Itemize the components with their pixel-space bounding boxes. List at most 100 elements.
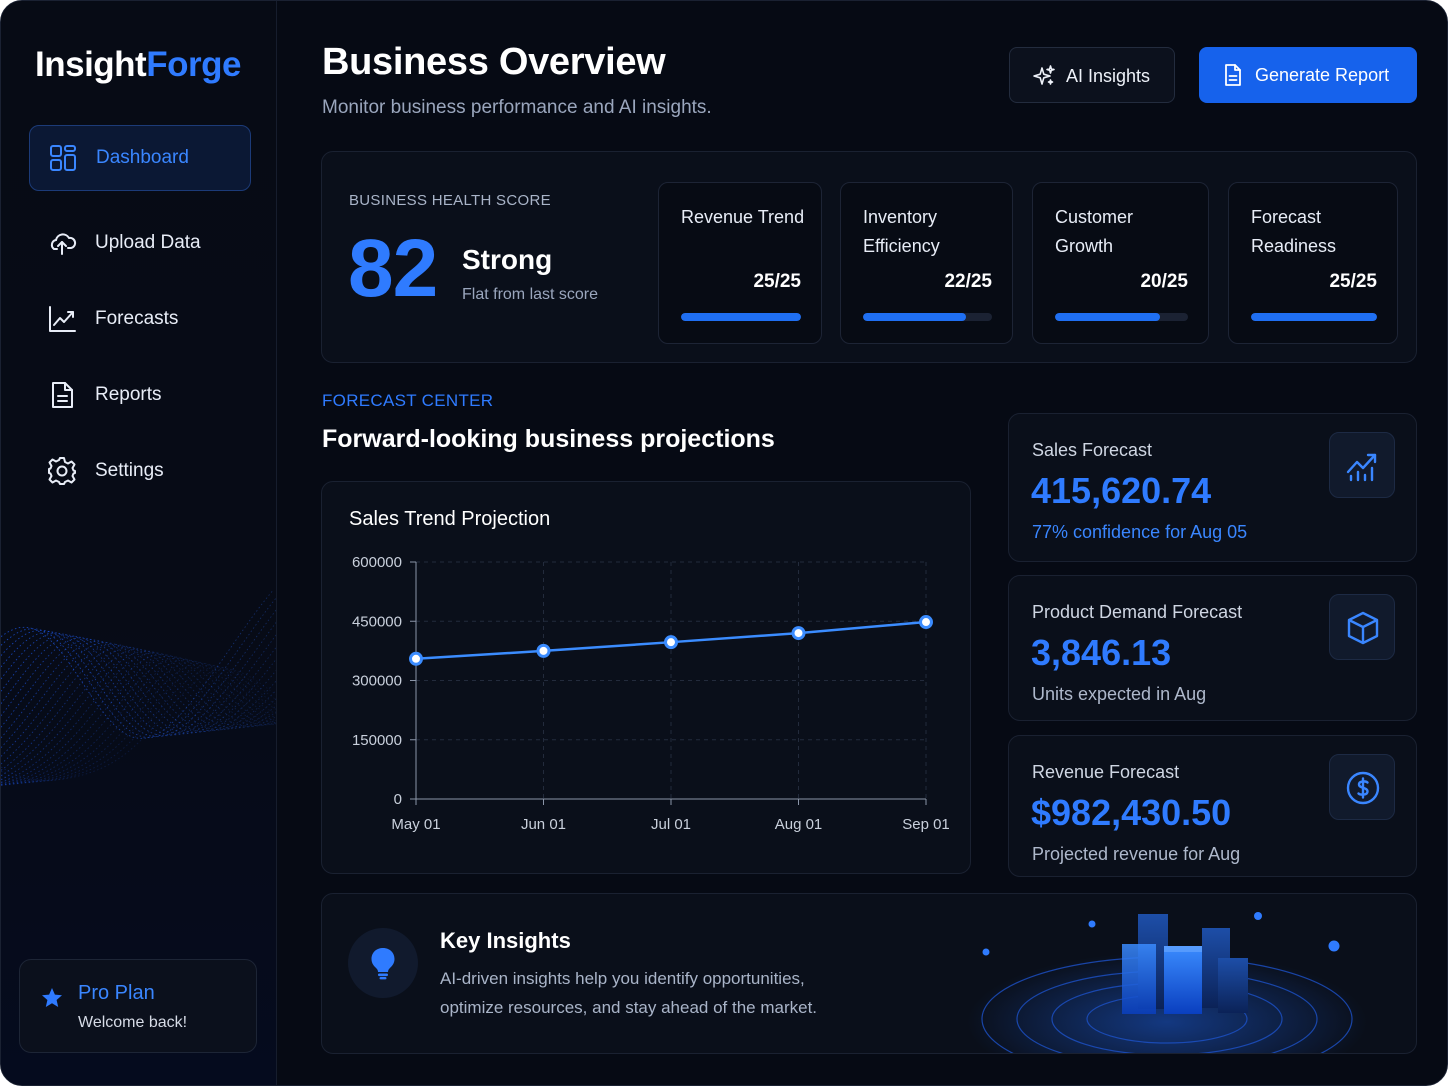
- dashboard-grid-icon: [50, 145, 76, 171]
- data-visualization-illustration: [967, 912, 1367, 1053]
- wave-line: [1, 635, 276, 734]
- metric-card-inventory-efficiency[interactable]: Inventory Efficiency 22/25: [840, 182, 1013, 344]
- data-point: [409, 651, 423, 666]
- card-subtitle: 77% confidence for Aug 05: [1032, 522, 1248, 542]
- health-change-note: Flat from last score: [462, 286, 599, 303]
- wave-line: [1, 637, 276, 733]
- metric-progress-fill: [863, 313, 967, 321]
- sidebar-item-dashboard[interactable]: Dashboard: [29, 125, 251, 191]
- insight-icon-circle: [348, 928, 418, 998]
- metric-progress-bar: [1251, 313, 1377, 321]
- plan-subtitle: Welcome back!: [78, 1014, 188, 1031]
- y-tick-label: 450000: [352, 613, 402, 630]
- x-tick-label: Sep 01: [902, 816, 950, 833]
- metric-value: 25/25: [1329, 271, 1377, 292]
- page-subtitle: Monitor business performance and AI insi…: [322, 97, 712, 118]
- sales-forecast-card[interactable]: Sales Forecast 415,620.74 77% confidence…: [1008, 413, 1417, 562]
- metric-name: Forecast Readiness: [1251, 207, 1337, 256]
- sidebar-item-forecasts[interactable]: Forecasts: [29, 286, 251, 352]
- wave-line: [1, 668, 276, 781]
- sidebar-item-reports[interactable]: Reports: [29, 362, 251, 428]
- metric-progress-fill: [1055, 313, 1161, 321]
- ai-insights-button[interactable]: AI Insights: [1009, 47, 1175, 103]
- key-insights-panel: Key Insights AI-driven insights help you…: [321, 893, 1417, 1054]
- health-score-panel: BUSINESS HEALTH SCORE 82 Strong Flat fro…: [321, 151, 1417, 363]
- page-title: Business Overview: [322, 41, 666, 83]
- insights-title: Key Insights: [440, 928, 571, 953]
- metric-card-forecast-readiness[interactable]: Forecast Readiness 25/25: [1228, 182, 1398, 344]
- card-value: 415,620.74: [1031, 470, 1212, 511]
- wave-line: [1, 609, 276, 738]
- y-tick-label: 0: [394, 791, 402, 808]
- wave-line: [1, 648, 276, 776]
- wave-line: [1, 597, 276, 738]
- ai-insights-label: AI Insights: [1066, 66, 1151, 86]
- wave-line: [1, 661, 276, 784]
- wave-line: [1, 657, 276, 786]
- card-icon-box: [1329, 754, 1395, 820]
- forecast-title: Forward-looking business projections: [322, 425, 775, 453]
- metric-progress-bar: [1055, 313, 1188, 321]
- plan-card[interactable]: Pro Plan Welcome back!: [19, 959, 257, 1053]
- data-point: [791, 626, 806, 641]
- metric-name: Revenue Trend: [681, 207, 805, 227]
- logo-text-part2: Forge: [146, 45, 241, 84]
- upload-icon: [50, 233, 77, 255]
- data-point: [919, 615, 933, 630]
- wave-line: [1, 634, 276, 735]
- card-title: Sales Forecast: [1032, 440, 1153, 460]
- y-tick-label: 150000: [352, 732, 402, 749]
- wave-line: [1, 655, 276, 786]
- dollar-icon: [1346, 771, 1380, 805]
- metric-value: 22/25: [944, 271, 992, 292]
- chart-title: Sales Trend Projection: [349, 508, 551, 530]
- card-title: Product Demand Forecast: [1032, 602, 1243, 622]
- health-score-value: 82: [348, 223, 438, 314]
- metric-value: 25/25: [753, 271, 801, 292]
- trend-chart-icon: [49, 306, 76, 332]
- y-tick-label: 600000: [352, 554, 402, 571]
- plan-title: Pro Plan: [78, 982, 155, 1004]
- app-logo[interactable]: InsightForge: [35, 45, 241, 85]
- sidebar-item-label: Forecasts: [95, 308, 179, 329]
- x-tick-label: Jul 01: [651, 816, 691, 833]
- sidebar-item-label: Upload Data: [95, 232, 201, 253]
- sales-trend-chart-card: Sales Trend Projection 600000 450000 30000…: [321, 481, 971, 874]
- sales-trend-chart: 600000 450000 300000 150000 0 May 01 Jun 01 Jul…: [352, 554, 950, 833]
- sidebar-item-upload-data[interactable]: Upload Data: [29, 210, 251, 276]
- wave-line: [1, 642, 276, 748]
- health-caption: BUSINESS HEALTH SCORE: [349, 192, 551, 209]
- metric-progress-fill: [681, 313, 801, 321]
- card-value: 3,846.13: [1031, 632, 1172, 673]
- forecast-caption: FORECAST CENTER: [322, 391, 494, 410]
- wave-line: [1, 638, 276, 732]
- wave-line: [1, 652, 276, 784]
- health-status: Strong: [462, 244, 553, 275]
- sidebar-item-settings[interactable]: Settings: [29, 438, 251, 504]
- metric-progress-fill: [1251, 313, 1377, 321]
- gear-icon: [48, 457, 76, 485]
- metric-name: Inventory Efficiency: [863, 207, 940, 256]
- wave-line: [1, 640, 276, 739]
- wave-line: [1, 647, 276, 771]
- x-tick-label: Jun 01: [521, 816, 566, 833]
- document-icon: [1225, 64, 1241, 86]
- metric-card-customer-growth[interactable]: Customer Growth 20/25: [1032, 182, 1209, 344]
- generate-report-button[interactable]: Generate Report: [1199, 47, 1417, 103]
- wave-line: [1, 645, 276, 765]
- metric-name: Customer Growth: [1055, 207, 1134, 256]
- card-subtitle: Projected revenue for Aug: [1032, 844, 1241, 864]
- trend-up-icon: [1346, 453, 1377, 482]
- product-demand-forecast-card[interactable]: Product Demand Forecast 3,846.13 Units e…: [1008, 575, 1417, 721]
- revenue-forecast-card[interactable]: Revenue Forecast $982,430.50 Projected r…: [1008, 735, 1417, 877]
- metric-progress-bar: [681, 313, 801, 321]
- metric-progress-bar: [863, 313, 992, 321]
- insights-text: AI-driven insights help you identify opp…: [440, 969, 818, 1017]
- metric-card-revenue-trend[interactable]: Revenue Trend 25/25: [658, 182, 822, 344]
- card-subtitle: Units expected in Aug: [1032, 684, 1207, 704]
- sidebar-item-label: Dashboard: [96, 147, 189, 168]
- box-icon: [1347, 611, 1379, 645]
- wave-line: [1, 654, 276, 785]
- wave-line: [1, 591, 274, 739]
